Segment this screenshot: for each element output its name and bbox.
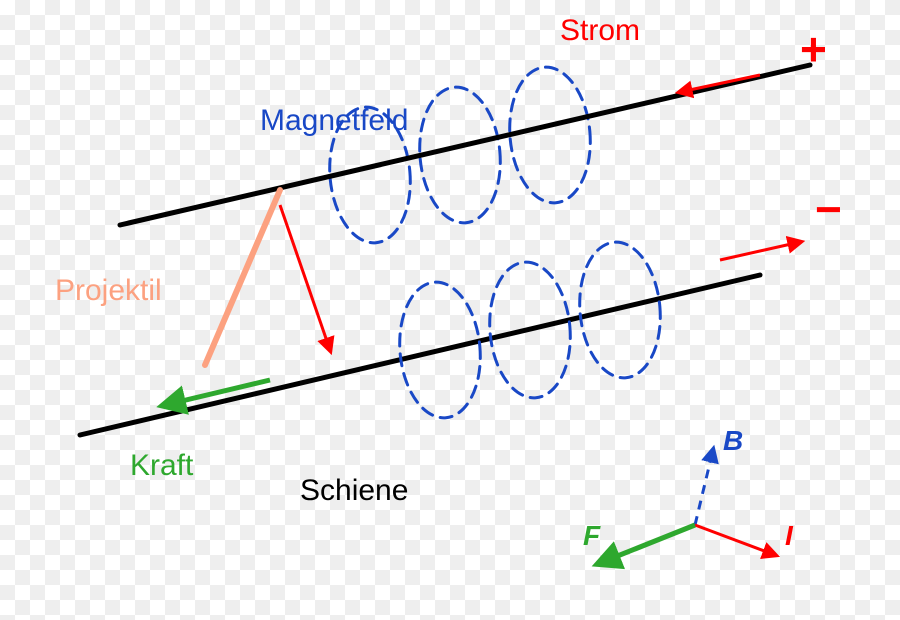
legend-axis-F: [600, 525, 695, 563]
legend-axis-B: [695, 450, 713, 525]
legend: B I F: [583, 425, 794, 563]
legend-label-I: I: [785, 520, 794, 551]
legend-label-B: B: [723, 425, 743, 456]
label-schiene: Schiene: [300, 474, 408, 507]
label-kraft: Kraft: [130, 449, 194, 482]
projectile-bar: [205, 190, 280, 365]
label-strom: Strom: [560, 14, 640, 47]
label-magnetfeld: Magnetfeld: [260, 104, 408, 137]
rail-bottom: [80, 275, 760, 435]
field-loops-top: [324, 64, 596, 246]
legend-label-F: F: [583, 520, 601, 551]
current-arrow-from-minus: [720, 242, 800, 260]
current-arrow-to-plus: [680, 75, 760, 92]
legend-axis-I: [695, 525, 775, 555]
diagram-svg: Strom + − Magnetfeld Projektil Kraft Sch…: [0, 0, 900, 620]
label-minus: −: [815, 183, 842, 235]
label-projektil: Projektil: [55, 274, 162, 307]
label-plus: +: [800, 23, 827, 75]
current-arrow-along-proj: [280, 205, 330, 350]
